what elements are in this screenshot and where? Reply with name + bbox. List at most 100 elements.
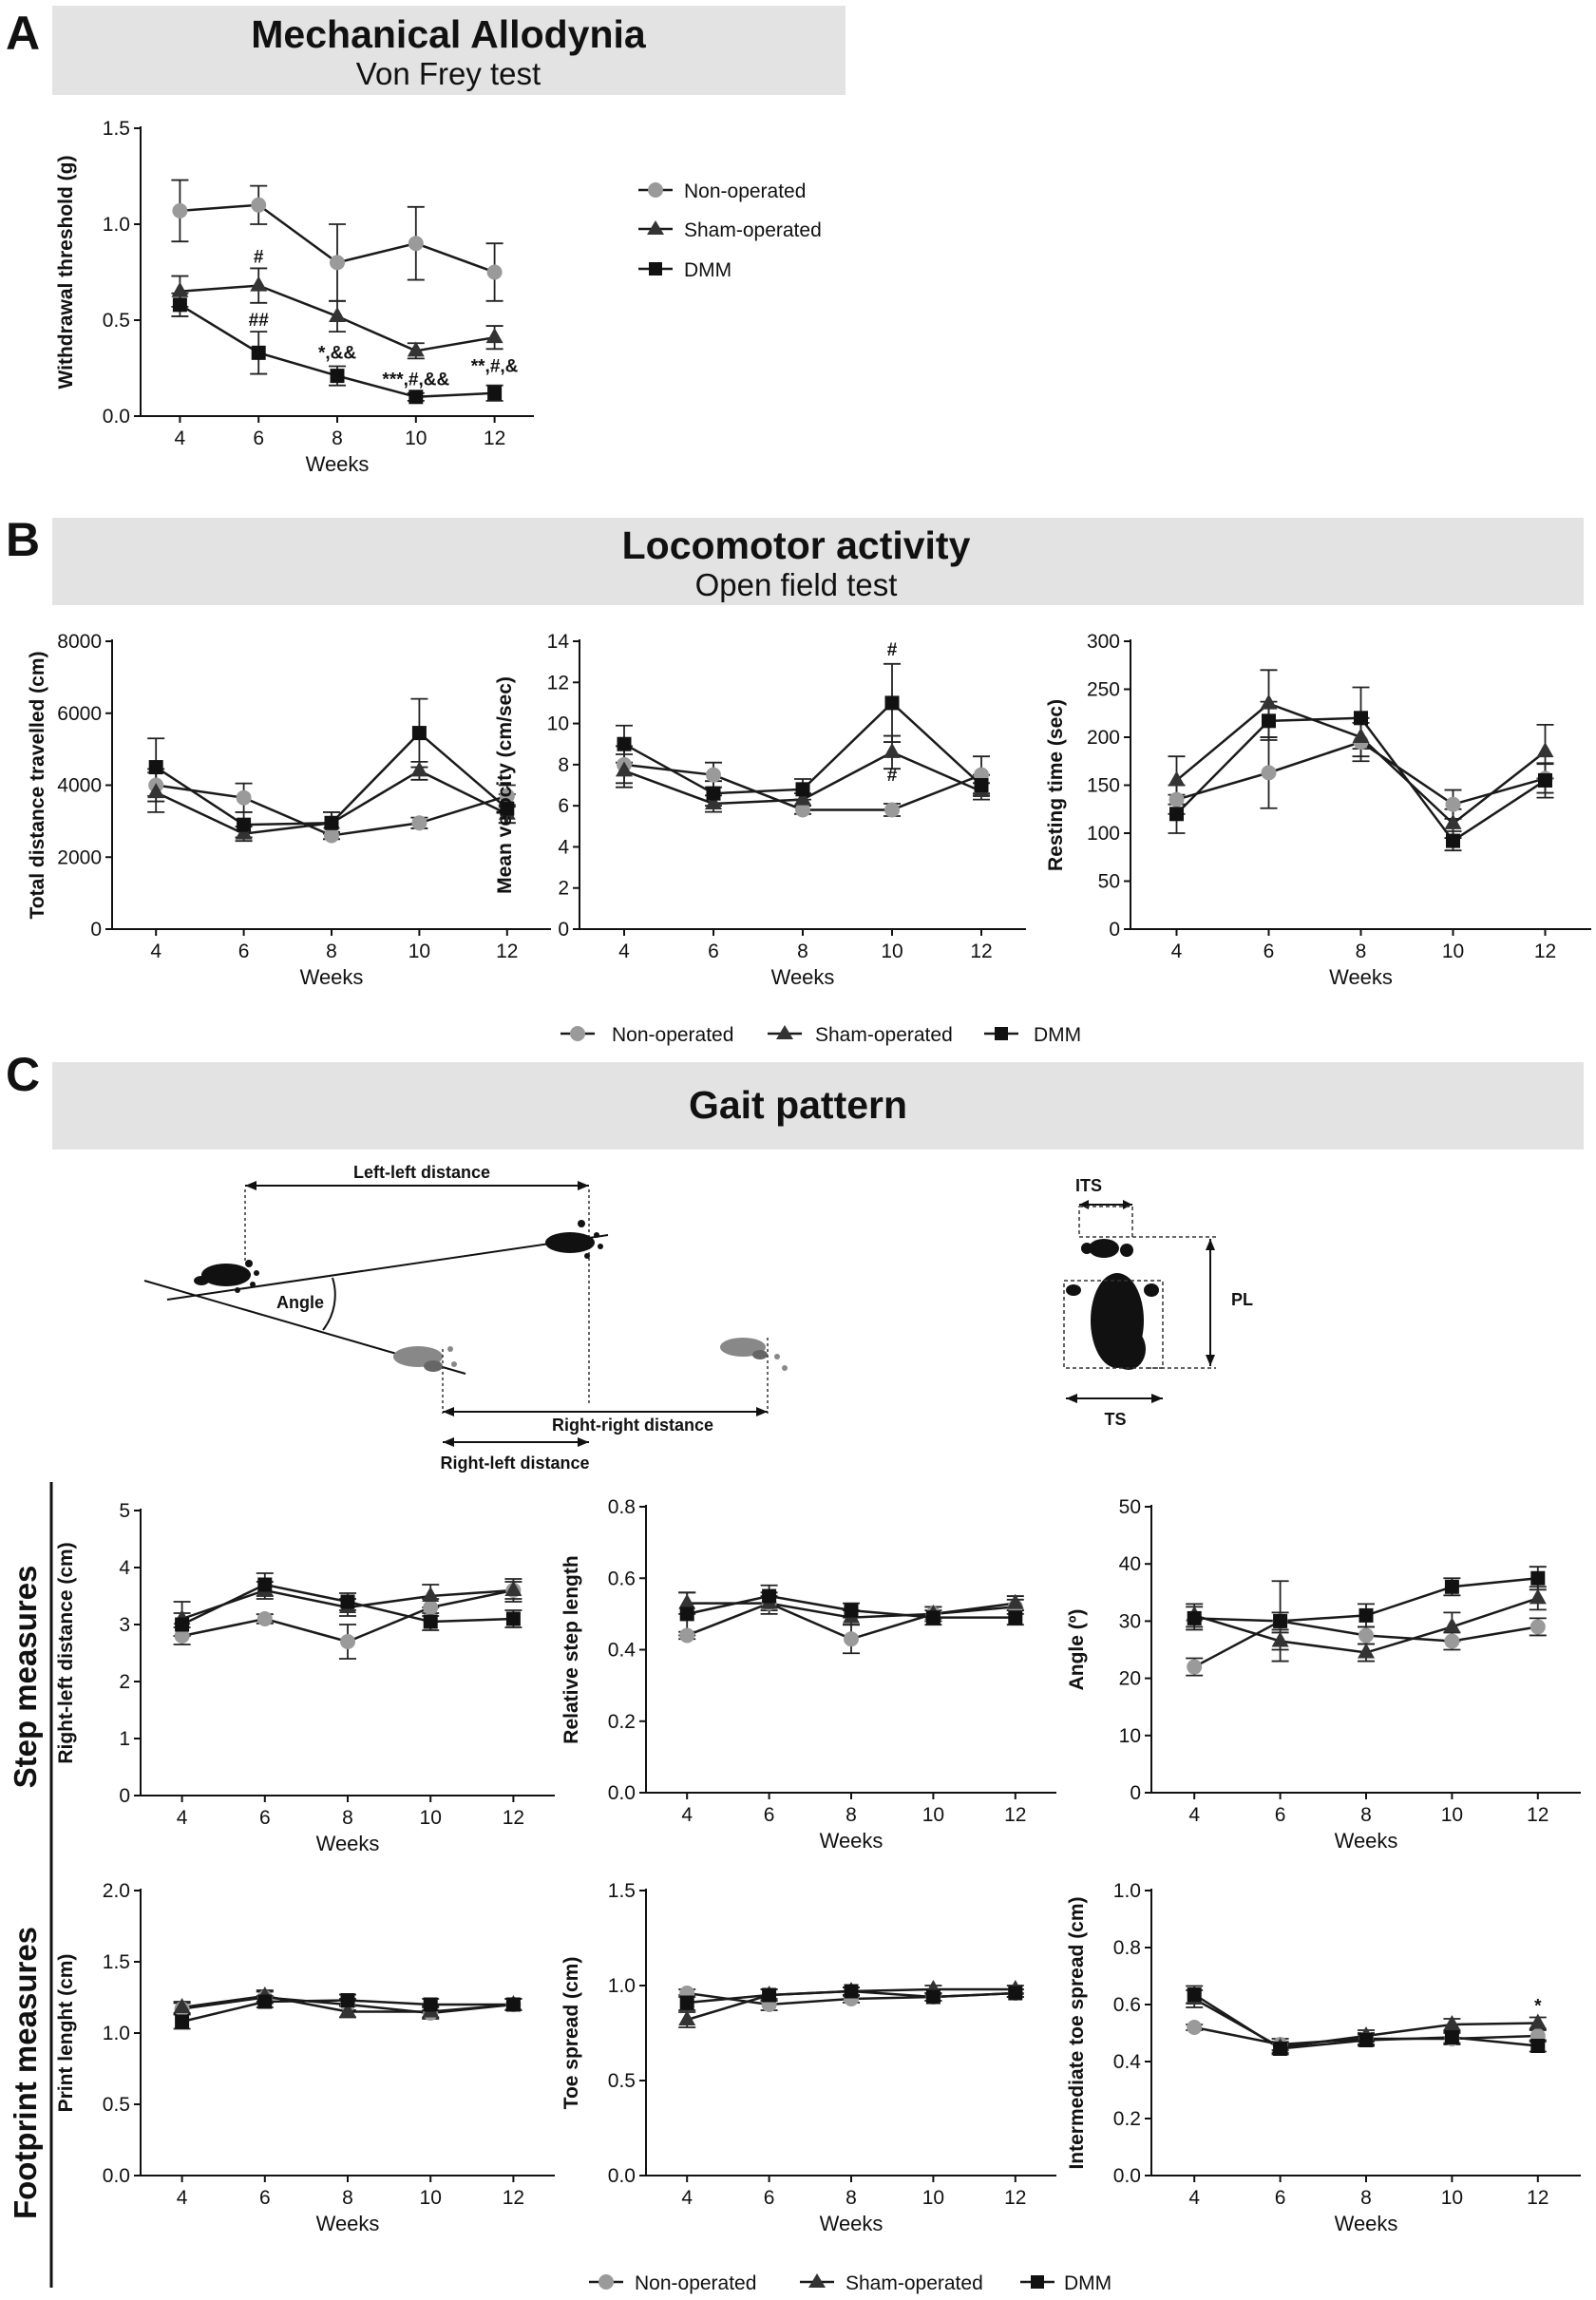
x-tick-label: 12 — [1527, 2187, 1548, 2209]
data-point-non-operated — [706, 767, 721, 783]
x-tick-label: 8 — [797, 941, 808, 962]
legend-marker-non-operated — [570, 1026, 585, 1041]
y-tick-label: 0.8 — [1113, 1937, 1141, 1959]
x-tick-label: 8 — [846, 1804, 857, 1826]
y-tick-label: 0.8 — [608, 1496, 636, 1518]
x-tick-label: 4 — [177, 1807, 188, 1829]
data-point-dmm — [408, 390, 424, 405]
chart-toe-spread: 0.0 0.5 1.0 1.5 4 6 8 10 12 Weeks Toe spread (cm) — [560, 1880, 1056, 2235]
legend-marker-sham-operated — [647, 220, 664, 235]
y-tick-label: 1.0 — [1113, 1880, 1141, 1902]
y-tick-label: 50 — [1098, 871, 1120, 893]
data-point-sham-operated — [329, 306, 346, 322]
panel-a-subtitle: Von Frey test — [356, 56, 541, 91]
data-point-non-operated — [1168, 791, 1185, 808]
significance-label: ## — [249, 311, 270, 331]
data-point-dmm — [1358, 2033, 1374, 2047]
y-tick-label: 0.2 — [1113, 2108, 1141, 2130]
panel-a-title: Mechanical Allodynia — [251, 12, 647, 56]
left-left-label: Left-left distance — [353, 1163, 490, 1182]
x-tick-label: 8 — [326, 941, 337, 962]
x-tick-label: 6 — [1264, 941, 1275, 962]
y-tick-label: 0.4 — [1113, 2051, 1142, 2073]
y-tick-label: 150 — [1087, 775, 1120, 797]
x-tick-label: 8 — [332, 428, 343, 449]
legend-panel-c: Non-operated Sham-operated DMM — [589, 2272, 1112, 2294]
y-tick-label: 0 — [558, 919, 569, 941]
data-point-sham-operated — [171, 281, 189, 297]
footprint-measures-label: Footprint measures — [8, 1927, 43, 2219]
legend-label-dmm: DMM — [684, 259, 732, 281]
x-tick-label: 6 — [764, 2187, 775, 2209]
y-tick-label: 2000 — [57, 846, 102, 868]
data-point-non-operated — [324, 827, 339, 844]
data-point-dmm — [1187, 1987, 1202, 2002]
data-point-non-operated — [1444, 1633, 1460, 1649]
x-tick-label: 12 — [503, 2187, 524, 2209]
ts-label: TS — [1104, 1410, 1126, 1429]
data-point-non-operated — [340, 1634, 355, 1649]
data-point-dmm — [487, 386, 503, 401]
x-tick-label: 6 — [238, 941, 250, 962]
y-tick-label: 3 — [119, 1614, 130, 1636]
data-point-sham-operated — [1358, 1643, 1375, 1659]
legend-label-dmm: DMM — [1034, 1024, 1081, 1046]
legend-marker-dmm — [1031, 2275, 1044, 2289]
chart-resting-time: 0 50 100 150 200 250 300 4 6 8 10 12 Weeks Resting ti… — [1045, 631, 1591, 989]
x-axis-label: Weeks — [771, 965, 835, 989]
y-tick-label: 100 — [1087, 823, 1120, 845]
x-axis-label: Weeks — [316, 2212, 380, 2235]
y-tick-label: 1.5 — [103, 118, 130, 140]
panel-letter-a: A — [6, 7, 40, 60]
y-axis-label: Mean velocity (cm/sec) — [494, 676, 516, 894]
y-tick-label: 30 — [1119, 1610, 1141, 1632]
data-point-dmm — [1262, 713, 1276, 729]
data-point-sham-operated — [1168, 770, 1186, 787]
chart-relative-step-length: 0.0 0.2 0.4 0.6 0.8 4 6 8 10 12 Weeks Relative step… — [560, 1496, 1056, 1853]
legend-marker-dmm — [649, 262, 662, 276]
paw-print-left-1 — [194, 1260, 259, 1293]
y-tick-label: 1.0 — [103, 2023, 130, 2044]
data-point-sham-operated — [1529, 1588, 1547, 1605]
data-point-sham-operated — [1443, 2015, 1461, 2030]
data-point-sham-operated — [705, 793, 722, 809]
chart-angle: 0 10 20 30 40 50 4 6 8 10 12 Weeks Angle (º) — [1066, 1496, 1581, 1853]
x-tick-label: 8 — [342, 1807, 353, 1829]
y-tick-label: 12 — [547, 672, 569, 694]
y-tick-label: 2 — [558, 878, 569, 900]
data-point-dmm — [925, 1989, 940, 2005]
significance-label: **,#,& — [471, 357, 519, 377]
legend-label-dmm: DMM — [1064, 2272, 1112, 2294]
y-tick-label: 10 — [1119, 1725, 1141, 1747]
legend-label-non-operated: Non-operated — [684, 181, 806, 202]
data-point-sham-operated — [678, 2010, 696, 2025]
data-point-dmm — [844, 1984, 859, 1999]
data-point-sham-operated — [1443, 1617, 1461, 1633]
y-tick-label: 4000 — [57, 775, 102, 797]
y-axis-label: Resting time (sec) — [1045, 699, 1067, 871]
y-axis-label: Intermediate toe spread (cm) — [1066, 1896, 1088, 2169]
y-tick-label: 1 — [119, 1728, 130, 1750]
data-point-dmm — [257, 1994, 273, 2009]
x-tick-label: 12 — [1004, 1804, 1026, 1826]
y-axis-label: Total distance travelled (cm) — [27, 651, 48, 919]
data-point-sham-operated — [173, 1998, 191, 2013]
data-point-non-operated — [1187, 2020, 1203, 2035]
data-point-dmm — [257, 1577, 273, 1592]
data-point-dmm — [762, 1588, 777, 1604]
data-point-dmm — [505, 1611, 521, 1626]
y-tick-label: 5 — [119, 1500, 130, 1522]
data-point-dmm — [1530, 1570, 1546, 1586]
panel-b-title: Locomotor activity — [622, 523, 971, 567]
x-axis-label: Weeks — [820, 1829, 884, 1853]
x-tick-label: 10 — [1442, 941, 1464, 962]
panel-c-title: Gait pattern — [689, 1083, 907, 1127]
y-tick-label: 10 — [547, 713, 569, 735]
x-tick-label: 10 — [408, 941, 430, 962]
chart-mean-velocity: 0 2 4 6 8 10 12 14 4 6 8 10 12 Weeks Mean velocity (cm… — [494, 631, 1026, 989]
right-right-label: Right-right distance — [552, 1416, 713, 1435]
panel-letter-c: C — [6, 1048, 40, 1101]
legend-label-sham-operated: Sham-operated — [815, 1024, 953, 1046]
y-tick-label: 1.0 — [608, 1975, 636, 1997]
data-point-sham-operated — [504, 1581, 522, 1596]
